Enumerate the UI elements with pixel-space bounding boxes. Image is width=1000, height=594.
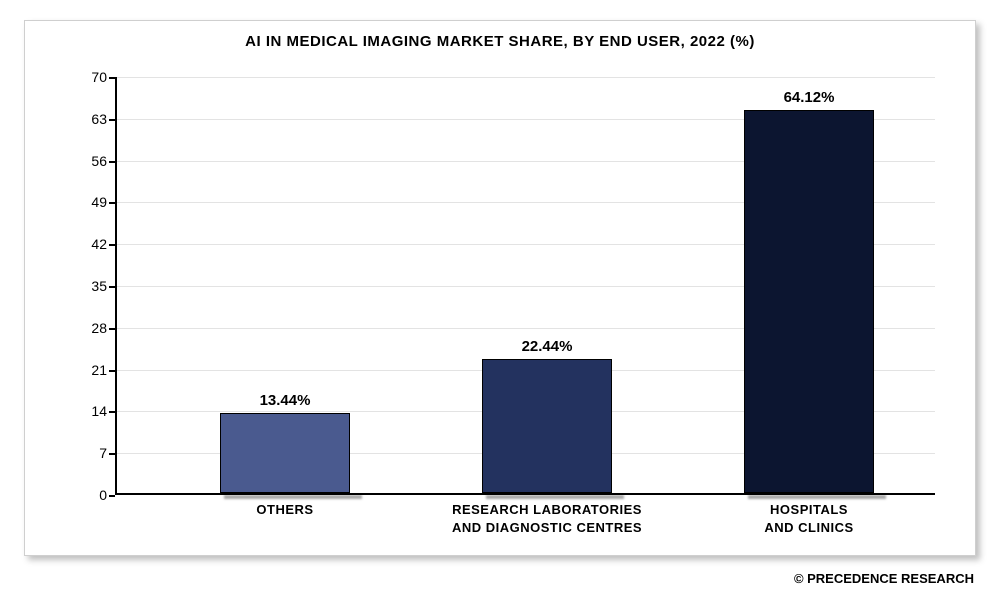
y-tick-label: 14 (65, 403, 107, 419)
y-tick-label: 21 (65, 362, 107, 378)
y-tick-mark (109, 161, 115, 163)
y-tick-mark (109, 77, 115, 79)
y-tick-mark (109, 453, 115, 455)
x-category-label: HOSPITALSAND CLINICS (689, 501, 929, 537)
x-category-label: OTHERS (165, 501, 405, 519)
bar (744, 110, 874, 493)
y-tick-mark (109, 370, 115, 372)
bar-shadow (224, 495, 362, 499)
bar (220, 413, 350, 493)
y-tick-mark (109, 328, 115, 330)
y-tick-mark (109, 119, 115, 121)
bar-shadow (486, 495, 624, 499)
y-tick-label: 56 (65, 153, 107, 169)
y-tick-label: 42 (65, 236, 107, 252)
y-tick-mark (109, 244, 115, 246)
y-tick-mark (109, 411, 115, 413)
chart-title: AI IN MEDICAL IMAGING MARKET SHARE, BY E… (25, 21, 975, 58)
credit-text: © PRECEDENCE RESEARCH (794, 571, 974, 586)
bar-value-label: 64.12% (709, 89, 909, 106)
y-tick-mark (109, 202, 115, 204)
chart-frame: AI IN MEDICAL IMAGING MARKET SHARE, BY E… (24, 20, 976, 556)
y-tick-label: 7 (65, 445, 107, 461)
plot-area: 0714212835424956637013.44%22.44%64.12% (115, 77, 935, 495)
bar-value-label: 13.44% (185, 392, 385, 409)
y-tick-label: 49 (65, 194, 107, 210)
bar (482, 359, 612, 493)
y-tick-label: 63 (65, 111, 107, 127)
y-tick-label: 35 (65, 278, 107, 294)
gridline (117, 77, 935, 78)
y-tick-label: 0 (65, 487, 107, 503)
x-category-label: RESEARCH LABORATORIESAND DIAGNOSTIC CENT… (427, 501, 667, 537)
bar-shadow (748, 495, 886, 499)
y-tick-mark (109, 495, 115, 497)
y-tick-label: 28 (65, 320, 107, 336)
bar-value-label: 22.44% (447, 338, 647, 355)
y-tick-label: 70 (65, 69, 107, 85)
y-tick-mark (109, 286, 115, 288)
